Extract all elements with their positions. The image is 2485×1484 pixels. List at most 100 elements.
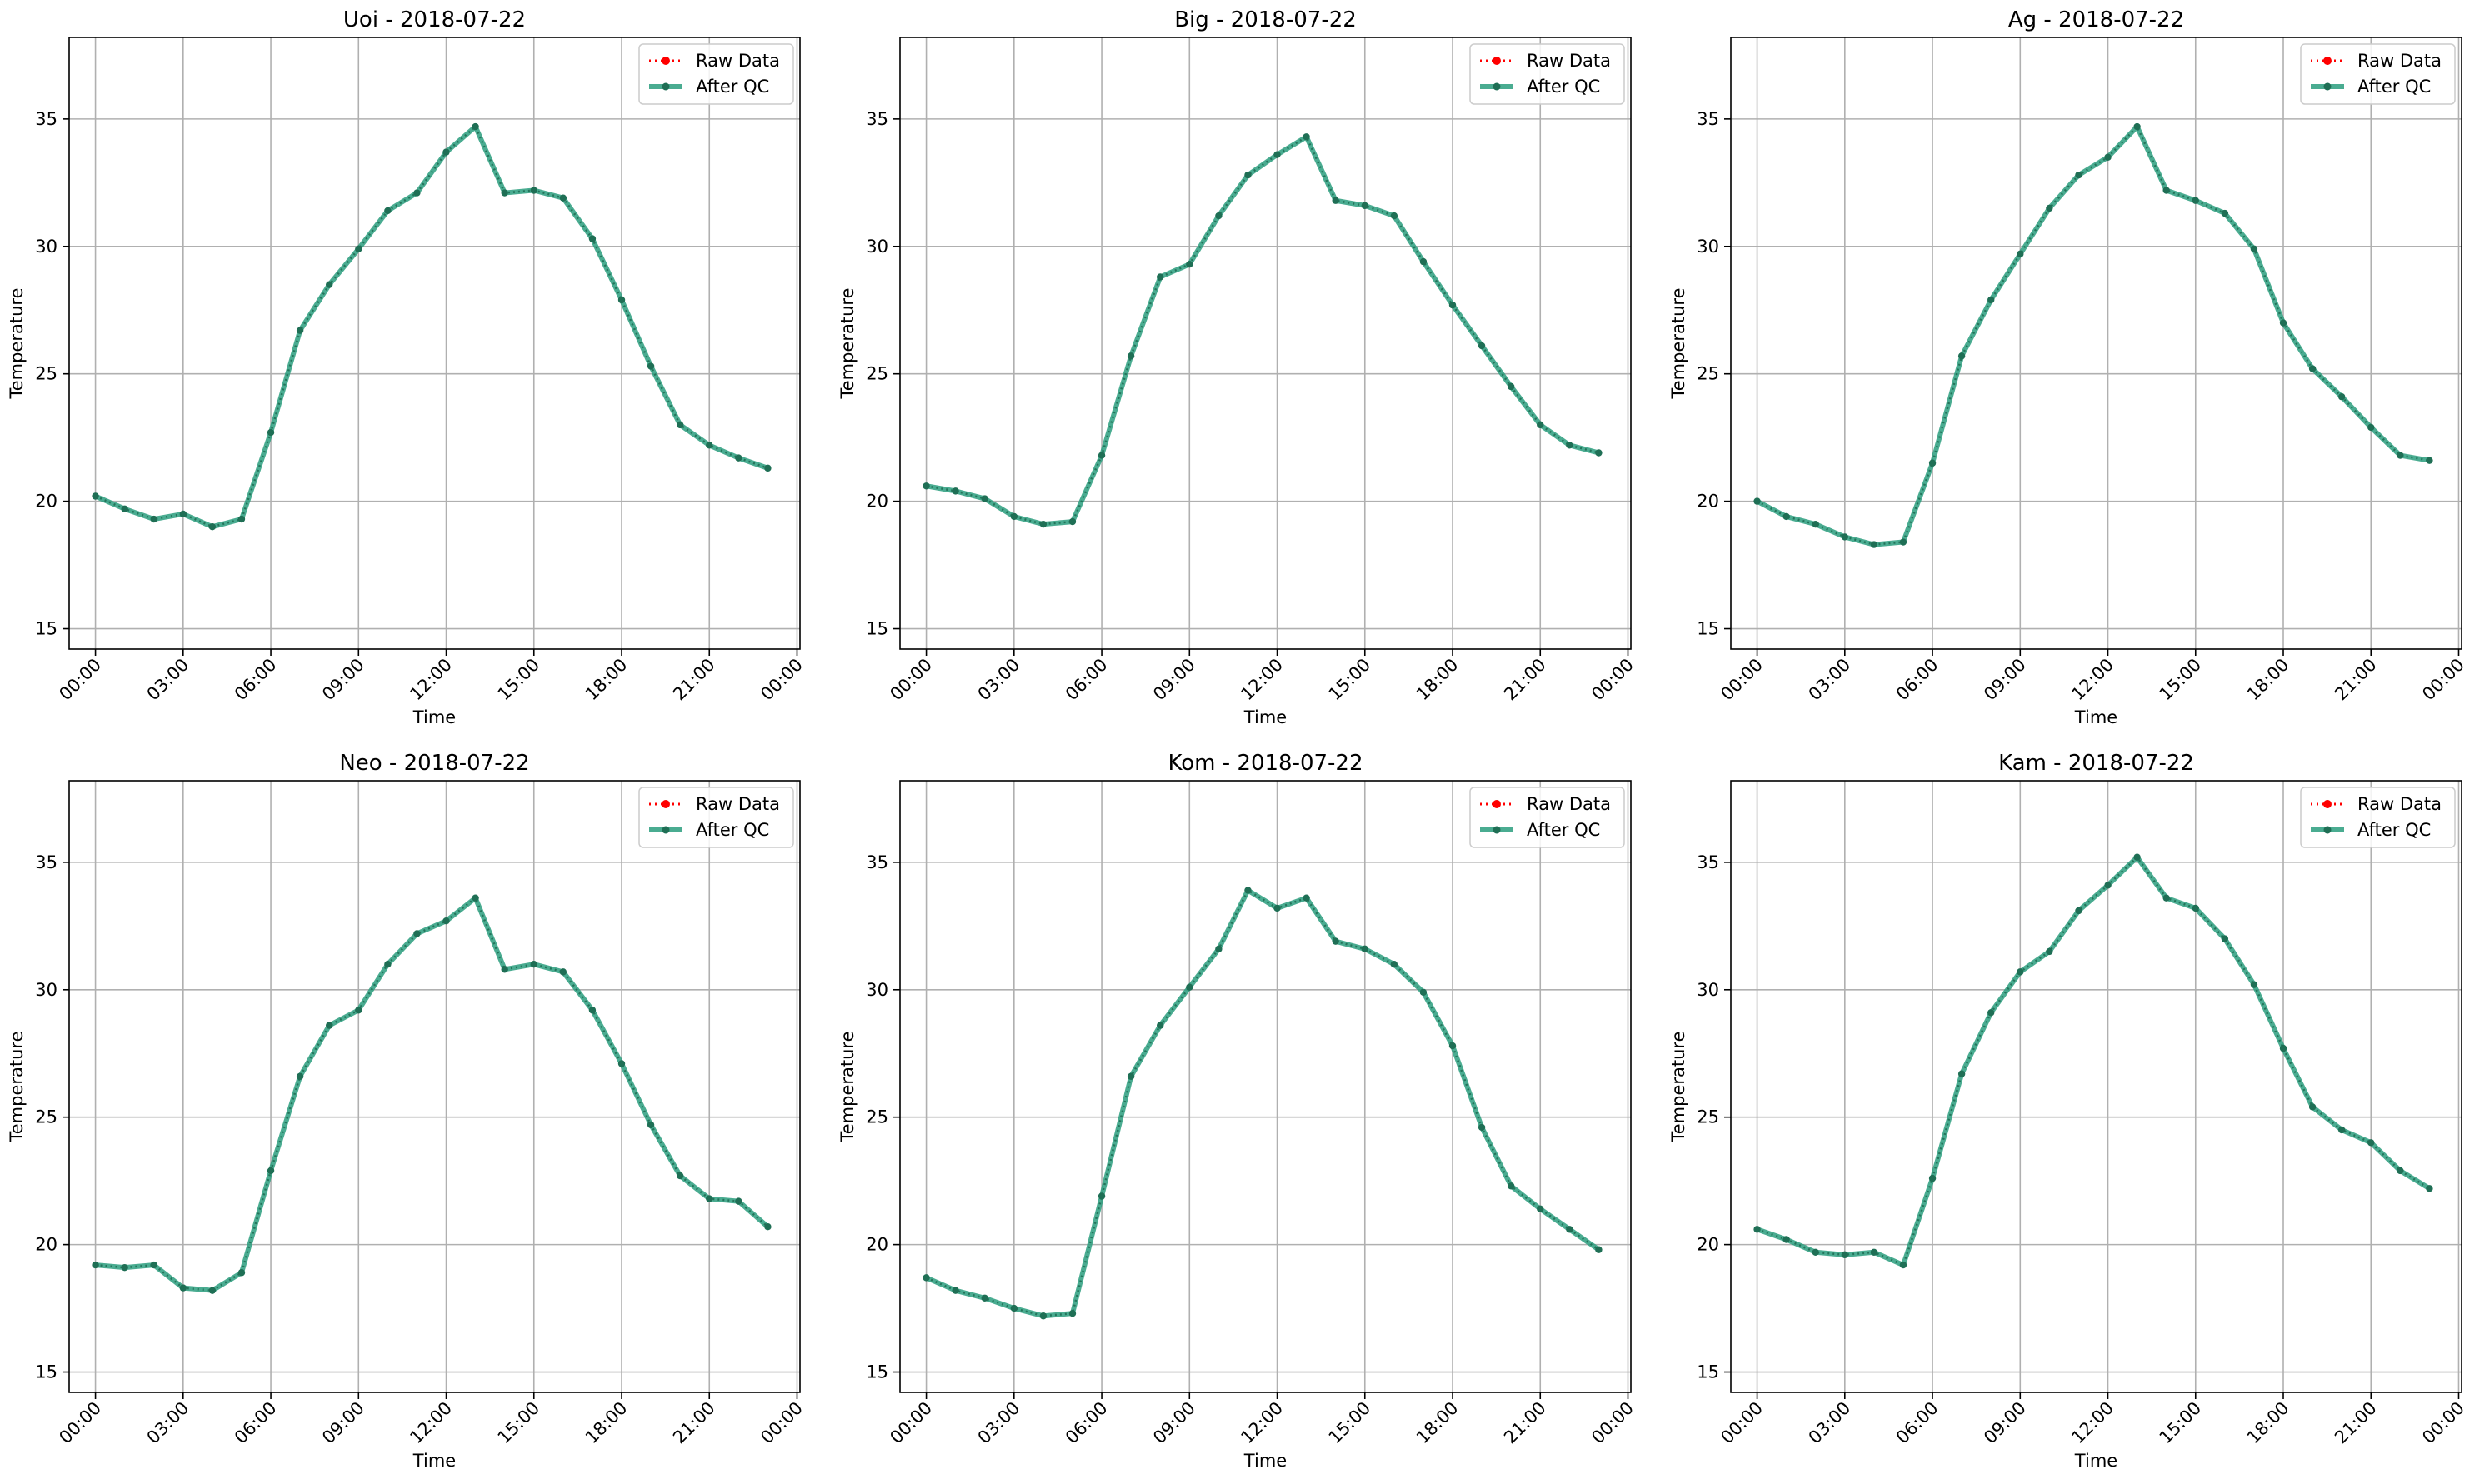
legend: Raw Data After QC [638,43,794,105]
x-tick-label: 15:00 [1325,655,1375,705]
after-qc-point [2397,1167,2404,1175]
x-tick-label: 00:00 [757,655,807,705]
x-tick-label: 03:00 [1805,1398,1855,1448]
after-qc-point [764,1223,772,1231]
x-tick-label: 15:00 [2156,655,2206,705]
legend-qc-label: After QC [2358,77,2431,97]
x-tick-label: 18:00 [582,1398,632,1448]
x-tick-label: 15:00 [494,655,544,705]
legend-raw-marker [2323,57,2332,65]
x-tick-label: 09:00 [1149,655,1199,705]
legend: Raw Data After QC [1469,787,1625,848]
after-qc-point [706,442,713,449]
legend-raw-label: Raw Data [696,794,780,814]
legend-qc-label: After QC [696,77,769,97]
x-tick-label: 03:00 [143,655,193,705]
y-tick-label: 35 [1697,109,1719,129]
after-qc-point [413,930,421,937]
x-tick-label: 06:00 [1892,655,1942,705]
legend: Raw Data After QC [2300,43,2456,105]
chart-panel-1: 15 20 25 30 35 00:00 03:00 06:00 09:00 12:00 15:00… [838,7,1638,727]
after-qc-point [1127,352,1135,360]
after-qc-point [472,894,479,902]
after-qc-point [1039,1312,1048,1320]
after-qc-point [2250,245,2258,253]
axes-frame [68,37,801,650]
after-qc-point [1039,520,1048,528]
after-qc-point [1361,945,1368,953]
x-axis-label: Time [412,707,456,727]
y-tick-label: 20 [866,1235,888,1255]
x-tick-label: 21:00 [2331,655,2381,705]
chart-title: Uoi - 2018-07-22 [343,7,526,32]
chart-title: Kam - 2018-07-22 [1998,751,2194,776]
chart-panel-3: 15 20 25 30 35 00:00 03:00 06:00 09:00 12:00 15:00… [7,751,807,1471]
legend-qc-marker [662,82,670,91]
after-qc-point [1595,449,1602,457]
legend-qc-marker [2323,82,2332,91]
legend-qc-marker [1492,826,1501,834]
chart-title: Neo - 2018-07-22 [339,751,529,776]
x-tick-label: 00:00 [886,1398,936,1448]
axes-frame [899,780,1632,1393]
legend-raw-marker [1492,57,1501,65]
y-tick-label: 20 [1697,1235,1719,1255]
series-raw-data-line [926,135,1599,526]
x-tick-label: 21:00 [669,655,719,705]
x-tick-label: 09:00 [318,1398,368,1448]
x-tick-label: 06:00 [231,1398,281,1448]
after-qc-point [296,327,304,334]
x-tick-label: 12:00 [2068,655,2118,705]
y-tick-label: 15 [35,619,58,639]
after-qc-point [2133,122,2141,131]
after-qc-point [1537,421,1544,429]
x-tick-label: 03:00 [1805,655,1855,705]
after-qc-point [238,1269,246,1277]
y-tick-label: 30 [866,237,888,257]
y-axis-label: Temperature [838,1031,858,1142]
x-tick-label: 00:00 [55,1398,105,1448]
after-qc-point [1098,1192,1106,1200]
y-tick-label: 15 [866,1362,888,1382]
series-raw-data-line [1756,124,2430,546]
after-qc-point [2279,1044,2288,1052]
x-tick-label: 12:00 [2068,1398,2118,1448]
y-axis-label: Temperature [7,1031,27,1142]
after-qc-point [618,1060,626,1067]
legend-raw-marker [662,57,670,65]
legend: Raw Data After QC [2300,787,2456,848]
x-tick-label: 03:00 [974,655,1024,705]
legend-qc-label: After QC [696,820,769,840]
after-qc-point [1010,1304,1018,1312]
x-tick-label: 21:00 [1500,655,1550,705]
x-tick-label: 18:00 [2243,1398,2293,1448]
after-qc-point [676,421,684,429]
after-qc-point [2046,947,2053,956]
axes-frame [1730,780,2462,1393]
after-qc-point [1928,1174,1937,1182]
series-raw-data-line [95,896,769,1292]
after-qc-point [150,515,158,523]
y-axis-label: Temperature [1668,1031,1688,1142]
axes-frame [1730,37,2462,650]
after-qc-point [1361,202,1368,210]
after-qc-point [1302,133,1310,141]
x-tick-label: 12:00 [1237,655,1287,705]
x-tick-label: 09:00 [1980,655,2030,705]
after-qc-point [952,487,959,495]
legend: Raw Data After QC [1469,43,1625,105]
y-tick-label: 20 [1697,492,1719,512]
after-qc-point [1566,1226,1573,1233]
legend-qc-label: After QC [1527,77,1600,97]
y-tick-label: 35 [866,109,888,129]
after-qc-point [1244,887,1252,894]
legend-qc-label: After QC [2358,820,2431,840]
x-tick-label: 18:00 [1412,655,1462,705]
y-tick-label: 30 [35,980,58,1000]
x-tick-label: 00:00 [757,1398,807,1448]
after-qc-point [2308,1103,2317,1111]
after-qc-point [2426,457,2433,464]
x-tick-label: 00:00 [886,655,936,705]
after-qc-point [1215,945,1222,953]
y-axis-label: Temperature [7,287,27,399]
